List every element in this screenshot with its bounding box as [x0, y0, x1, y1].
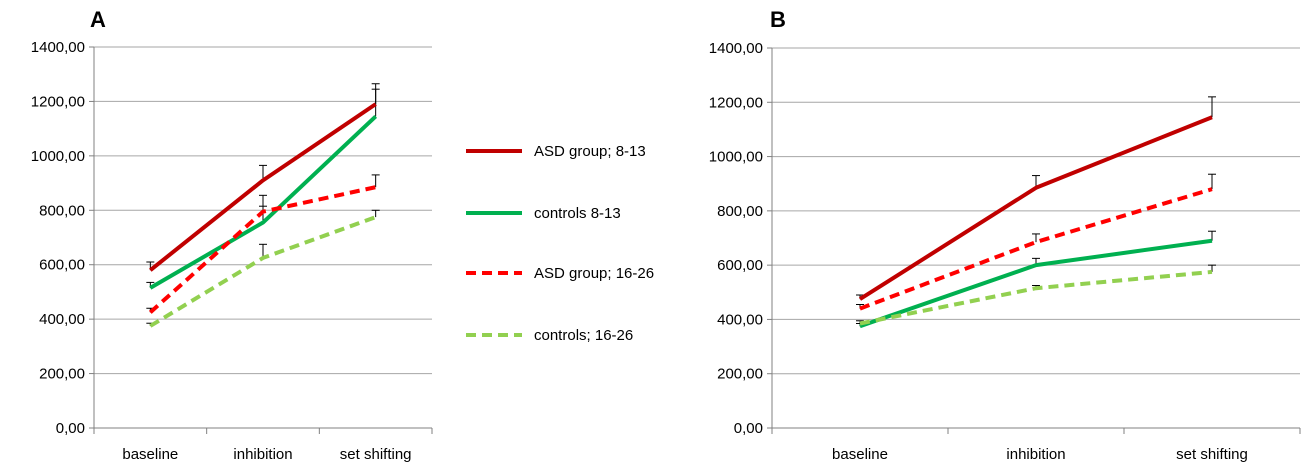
- x-tick-label: inhibition: [233, 446, 292, 463]
- y-tick-label: 1400,00: [31, 39, 85, 56]
- legend-label: ASD group; 16-26: [534, 265, 654, 282]
- chart-panel-b: B 0,00 200,00 400,00 600,00 800,00 1000,00 1200…: [709, 7, 1301, 463]
- series-line: [149, 215, 377, 328]
- panel-label: A: [90, 7, 106, 32]
- legend-label: ASD group; 8-13: [534, 143, 646, 160]
- series-line: [859, 238, 1213, 329]
- series-line: [149, 185, 377, 314]
- series-line: [149, 114, 378, 290]
- series-line: [149, 102, 377, 272]
- chart-panel-a: A 0,00 200,00 400,00 600,00 800,00 1000,00 1200…: [31, 7, 433, 463]
- y-tick-label: 0,00: [56, 420, 85, 437]
- legend-label: controls; 16-26: [534, 327, 633, 344]
- y-tick-label: 200,00: [39, 366, 85, 383]
- series-line: [858, 115, 1213, 301]
- y-tick-label: 0,00: [734, 420, 763, 437]
- y-tick-label: 400,00: [717, 311, 763, 328]
- x-tick-label: baseline: [832, 446, 888, 463]
- x-tick-label: inhibition: [1006, 446, 1065, 463]
- y-tick-label: 600,00: [39, 257, 85, 274]
- legend-label: controls 8-13: [534, 205, 621, 222]
- y-tick-label: 800,00: [717, 203, 763, 220]
- series-line: [859, 187, 1213, 311]
- y-tick-label: 200,00: [717, 366, 763, 383]
- y-tick-label: 400,00: [39, 311, 85, 328]
- y-tick-label: 1400,00: [709, 40, 763, 57]
- y-tick-label: 600,00: [717, 257, 763, 274]
- y-tick-label: 1000,00: [31, 148, 85, 165]
- y-tick-label: 1000,00: [709, 149, 763, 166]
- legend: ASD group; 8-13 controls 8-13 ASD group; 1…: [466, 143, 654, 344]
- y-tick-label: 800,00: [39, 202, 85, 219]
- y-tick-label: 1200,00: [31, 93, 85, 110]
- series-line: [859, 269, 1213, 326]
- x-tick-label: set shifting: [1176, 446, 1248, 463]
- x-tick-label: set shifting: [340, 446, 412, 463]
- y-tick-label: 1200,00: [709, 94, 763, 111]
- panel-label: B: [770, 7, 786, 32]
- x-tick-label: baseline: [122, 446, 178, 463]
